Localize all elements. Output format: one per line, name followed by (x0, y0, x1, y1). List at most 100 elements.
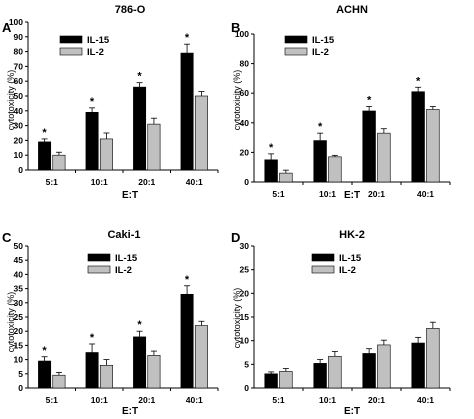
legend-label-il-15: IL-15 (312, 35, 335, 46)
legend-swatch-il-2 (284, 47, 308, 56)
bar-il-2 (377, 344, 391, 389)
x-tick-label: 5:1 (46, 177, 59, 187)
y-tick-label: 70 (14, 61, 24, 71)
panel-A-ylabel: cytotoxicity (%) (6, 70, 16, 131)
y-tick-label: 5 (18, 369, 23, 379)
y-tick-label: 0 (18, 165, 23, 175)
bar-il-15 (362, 353, 376, 389)
bar-il-2 (147, 355, 161, 389)
y-tick-label: 50 (14, 91, 24, 101)
y-tick-label: 80 (240, 59, 250, 69)
bar-il-2 (194, 325, 208, 389)
panel-B-title: ACHN (336, 4, 368, 16)
y-tick-label: 0 (244, 383, 249, 393)
y-tick-label: 35 (14, 284, 24, 294)
bar-il-2 (426, 328, 440, 389)
bar-il-2 (328, 355, 342, 389)
y-tick-label: 80 (14, 47, 24, 57)
significance-star: * (185, 32, 190, 44)
bar-il-2 (377, 132, 391, 183)
x-tick-label: 5:1 (272, 395, 285, 405)
panel-C-xlabel: E:T (122, 406, 138, 417)
bar-il-2 (52, 154, 66, 171)
y-tick-label: 0 (18, 383, 23, 393)
y-tick-label: 60 (14, 76, 24, 86)
x-tick-label: 5:1 (46, 395, 59, 405)
bar-il-2 (279, 172, 293, 183)
legend-label-il-2: IL-2 (312, 47, 329, 58)
panel-D-title: HK-2 (339, 229, 365, 241)
y-tick-label: 10 (14, 150, 24, 160)
panel-B-ylabel: cytotoxicity (%) (232, 70, 242, 131)
bar-il-15 (264, 159, 278, 183)
panel-A-plot: 0 10 20 30 40 50 60 70 80 90 100 5:1 * 10:1 * 20:1 * 40:1… (9, 17, 219, 187)
x-tick-label: 40:1 (417, 395, 434, 405)
significance-star: * (42, 345, 47, 357)
legend-swatch-il-15 (59, 35, 83, 44)
bar-il-15 (411, 91, 425, 183)
x-tick-label: 20:1 (138, 395, 155, 405)
panel-D: D HK-2 cytotoxicity (%) E:T 0 5 10 15 20 25 30… (231, 229, 451, 417)
y-tick-label: 10 (14, 355, 24, 365)
y-tick-label: 20 (240, 288, 250, 298)
y-tick-label: 15 (240, 312, 250, 322)
significance-star: * (269, 142, 274, 154)
panel-B: B ACHN cytotoxicity (%) E:T 0 20 40 60 80 100… (231, 4, 451, 201)
bar-il-15 (180, 293, 194, 389)
y-tick-label: 20 (240, 147, 250, 157)
panel-B-letter: B (231, 20, 240, 35)
panel-D-plot: 0 5 10 15 20 25 30 5:1 10:1 20:1 40:1 (240, 241, 451, 405)
y-tick-label: 30 (14, 298, 24, 308)
significance-star: * (90, 96, 95, 108)
bar-il-15 (133, 86, 147, 171)
y-tick-label: 25 (240, 265, 250, 275)
panel-B-xlabel: E:T (344, 190, 360, 201)
bar-il-2 (328, 156, 342, 183)
x-tick-label: 10:1 (319, 189, 336, 199)
panel-C: C Caki-1 cytotoxicity (%) E:T 0 5 10 15 20 25… (2, 229, 219, 417)
y-tick-label: 40 (14, 106, 24, 116)
bar-il-15 (38, 141, 52, 171)
bar-il-2 (52, 374, 66, 389)
significance-star: * (367, 95, 372, 107)
legend-swatch-il-15 (311, 253, 335, 262)
significance-star: * (137, 71, 142, 83)
panel-C-title: Caki-1 (107, 229, 140, 241)
legend-label-il-15: IL-15 (339, 253, 362, 264)
bar-il-2 (147, 123, 161, 171)
x-tick-label: 20:1 (368, 189, 385, 199)
bar-il-2 (426, 109, 440, 183)
panel-A-letter: A (2, 20, 12, 35)
panel-C-letter: C (2, 230, 12, 245)
panel-C-ylabel: cytotoxicity (%) (6, 292, 16, 353)
y-tick-label: 5 (244, 359, 249, 369)
bar-il-15 (362, 110, 376, 183)
x-tick-label: 10:1 (91, 395, 108, 405)
y-tick-label: 10 (240, 336, 250, 346)
panel-A-title: 786-O (115, 4, 146, 16)
legend-swatch-il-2 (59, 47, 83, 56)
panel-A: A 786-O cytotoxicity (%) E:T 0 10 20 30 40 50… (2, 4, 219, 201)
x-tick-label: 40:1 (417, 189, 434, 199)
legend-swatch-il-2 (311, 265, 335, 274)
bar-il-15 (264, 373, 278, 389)
legend-swatch-il-2 (87, 265, 111, 274)
significance-star: * (90, 332, 95, 344)
bar-il-15 (38, 360, 52, 389)
legend-swatch-il-15 (87, 253, 111, 262)
y-tick-label: 0 (244, 177, 249, 187)
bar-il-2 (99, 364, 113, 389)
legend-swatch-il-15 (284, 35, 308, 44)
significance-star: * (42, 127, 47, 139)
bar-il-15 (85, 352, 99, 389)
bar-il-15 (85, 111, 99, 171)
significance-star: * (318, 121, 323, 133)
bar-il-2 (194, 95, 208, 171)
x-tick-label: 5:1 (272, 189, 285, 199)
y-tick-label: 100 (235, 29, 249, 39)
legend-label-il-2: IL-2 (339, 265, 356, 276)
y-tick-label: 15 (14, 340, 24, 350)
